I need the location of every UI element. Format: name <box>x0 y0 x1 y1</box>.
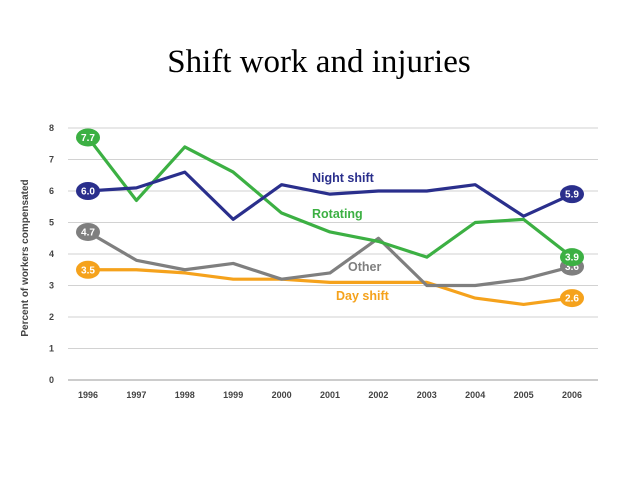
value-badge <box>76 182 100 200</box>
x-tick-label: 1998 <box>175 390 195 400</box>
value-badge <box>76 260 100 279</box>
x-tick-label: 2001 <box>320 390 340 400</box>
x-tick-label: 1999 <box>223 390 243 400</box>
series-line <box>86 268 574 306</box>
x-tick-label: 1996 <box>78 390 98 400</box>
y-tick-label: 8 <box>49 123 54 133</box>
y-axis-ticks: 0 1 2 3 4 5 6 7 8 <box>49 123 54 385</box>
value-badge <box>76 128 100 147</box>
value-badge <box>560 185 584 204</box>
x-axis-ticks: 1996 1997 1998 1999 2000 2001 2002 2003 2004 2005… <box>78 390 582 400</box>
x-tick-label: 2002 <box>368 390 388 400</box>
x-tick-label: 2006 <box>562 390 582 400</box>
y-tick-label: 4 <box>49 249 54 259</box>
series-name-label: Day shift <box>336 289 390 303</box>
series-line <box>86 170 574 221</box>
y-axis-label: Percent of workers compensated <box>20 179 31 336</box>
x-tick-label: 2004 <box>465 390 485 400</box>
x-tick-label: 2005 <box>514 390 534 400</box>
x-tick-label: 1997 <box>126 390 146 400</box>
value-badge <box>560 248 584 267</box>
y-tick-label: 2 <box>49 312 54 322</box>
gridlines <box>68 127 598 381</box>
y-tick-label: 3 <box>49 281 54 291</box>
value-badge-label: 2.6 <box>565 294 579 305</box>
value-badge-label: 6.0 <box>81 187 95 198</box>
x-tick-label: 2003 <box>417 390 437 400</box>
series-line <box>86 230 574 288</box>
y-tick-label: 0 <box>49 375 54 385</box>
value-badge <box>76 222 100 241</box>
series-name-label: Night shift <box>312 171 375 185</box>
series-labels: 3.5 2.6 4.7 3.6 7.7 3.9 6.0 5.9 Night shift Rotat… <box>76 128 584 308</box>
y-tick-label: 6 <box>49 186 54 196</box>
value-badge-label: 7.7 <box>81 133 95 144</box>
series-line <box>86 135 574 259</box>
y-tick-label: 7 <box>49 155 54 165</box>
series-name-label: Other <box>348 260 381 274</box>
value-badge-label: 3.9 <box>565 253 579 264</box>
chart-title: Shift work and injuries <box>167 44 471 80</box>
series-name-label: Rotating <box>312 207 363 221</box>
y-tick-label: 5 <box>49 218 54 228</box>
value-badge-label: 3.5 <box>81 265 95 276</box>
value-badge-label: 4.7 <box>81 227 95 238</box>
value-badge-label: 5.9 <box>565 190 579 201</box>
y-tick-label: 1 <box>49 344 54 354</box>
x-tick-label: 2000 <box>272 390 292 400</box>
series-lines <box>86 135 574 306</box>
value-badge-label: 3.6 <box>565 262 579 273</box>
value-badge <box>560 289 584 308</box>
